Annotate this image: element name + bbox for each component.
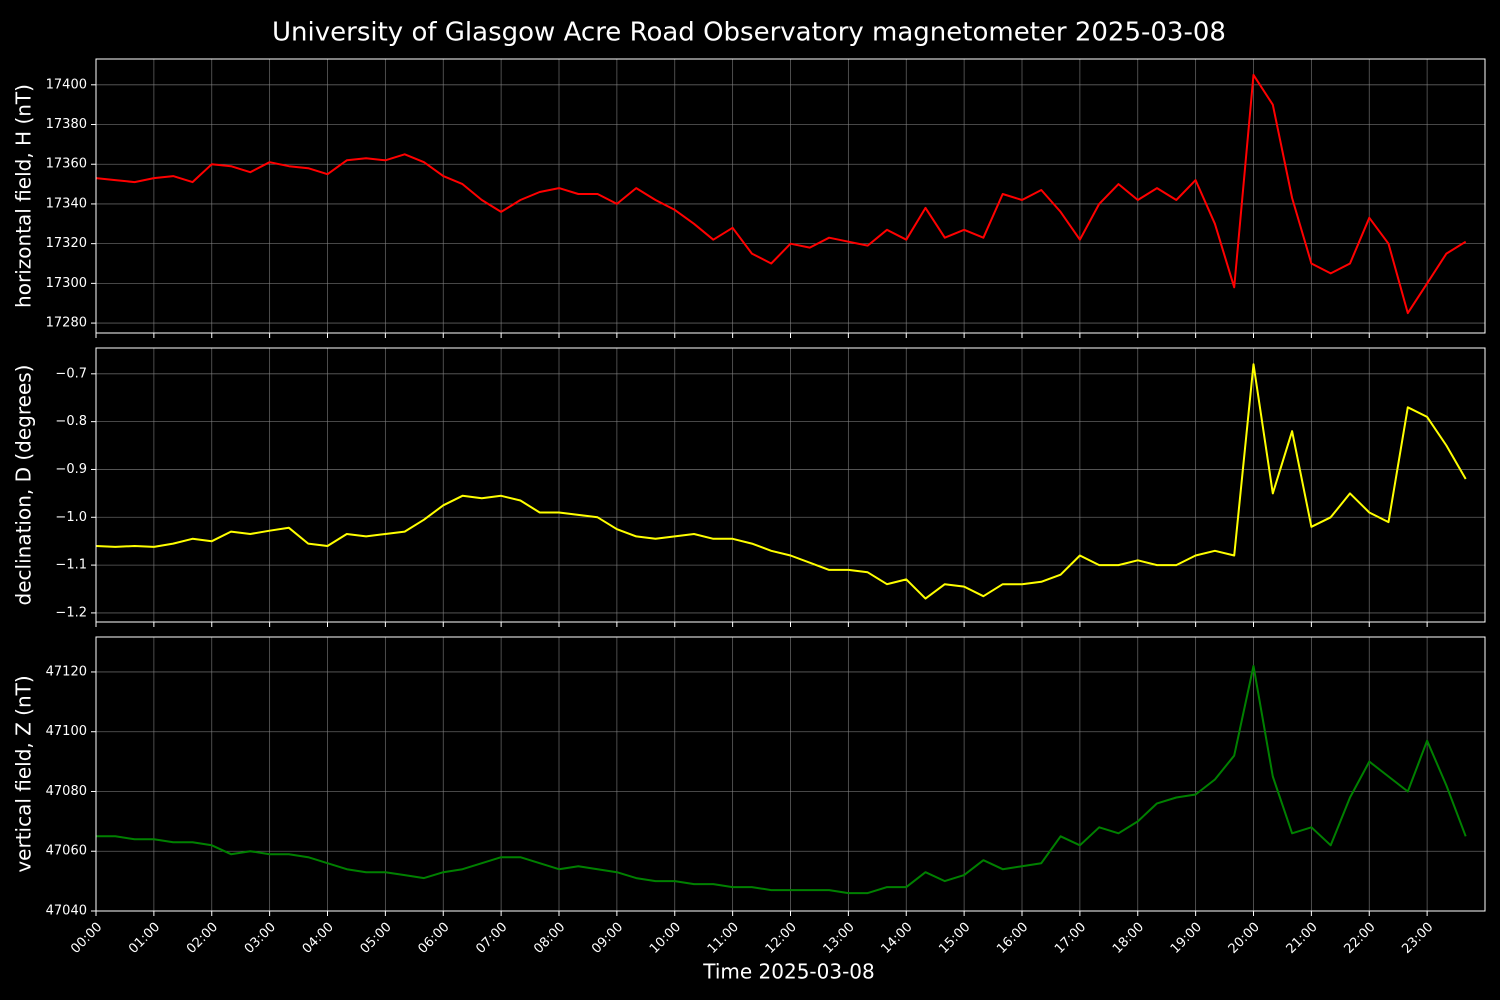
data-line <box>95 363 1467 600</box>
data-line <box>96 665 1467 895</box>
y-tick-label: 47060 <box>46 844 87 859</box>
y-tick-label: 17320 <box>46 236 87 251</box>
y-axis-label: vertical field, Z (nT) <box>12 675 36 872</box>
y-tick-label: −0.7 <box>55 366 87 381</box>
y-tick-label: −0.8 <box>55 414 87 429</box>
plot-frame <box>95 347 1486 623</box>
y-tick-label: 17300 <box>46 276 87 291</box>
plot-frame <box>95 636 1486 912</box>
y-tick-label: −1.1 <box>55 558 87 573</box>
y-tick-label: 47100 <box>46 724 87 739</box>
y-tick-label: 17380 <box>46 117 87 132</box>
y-tick-label: 17340 <box>46 196 87 211</box>
y-tick-label: −1.2 <box>55 605 87 620</box>
y-tick-label: 47040 <box>46 904 87 919</box>
y-tick-label: −0.9 <box>55 462 87 477</box>
y-tick-label: 17400 <box>46 77 87 92</box>
data-line <box>95 73 1467 315</box>
y-tick-label: 47080 <box>46 784 87 799</box>
plot-frame <box>95 58 1486 334</box>
y-tick-label: −1.0 <box>55 510 87 525</box>
x-axis-label: Time 2025-03-08 <box>702 960 875 984</box>
y-tick-label: 17280 <box>46 316 87 331</box>
y-tick-label: 17360 <box>46 157 87 172</box>
chart-title: University of Glasgow Acre Road Observat… <box>272 18 1226 48</box>
y-axis-label: declination, D (degrees) <box>12 365 36 606</box>
y-axis-label: horizontal field, H (nT) <box>12 84 36 308</box>
y-tick-label: 47120 <box>46 664 87 679</box>
